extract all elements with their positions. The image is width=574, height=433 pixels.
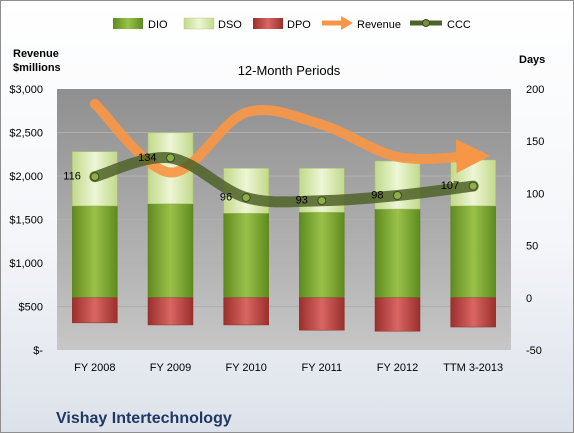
category-label: FY 2009 [150, 362, 191, 374]
left-tick-label: $3,000 [9, 84, 43, 96]
ccc-data-label: 96 [220, 192, 232, 204]
left-axis-ticks: $- $500 $1,000 $1,500 $2,000 $2,500 $3,000 [9, 84, 43, 357]
ccc-data-label: 107 [441, 180, 459, 192]
left-tick-label: $1,500 [9, 215, 43, 227]
category-label: FY 2010 [225, 362, 266, 374]
category-label: FY 2012 [377, 362, 418, 374]
company-name: Vishay Intertechnology [56, 410, 232, 427]
left-tick-label: $500 [19, 302, 43, 314]
gridlines [57, 132, 511, 307]
left-tick-label: $2,500 [9, 128, 43, 140]
legend: DIO DSO DPO Revenue CCC [113, 16, 471, 31]
bar-dio [223, 212, 269, 299]
legend-item-dio: DIO [113, 18, 168, 31]
legend-item-dso: DSO [183, 17, 242, 31]
right-axis-title: Days [519, 54, 545, 66]
legend-marker-ccc [422, 19, 430, 27]
category-label: FY 2008 [74, 362, 115, 374]
ccc-line [89, 152, 479, 208]
chart-title: 12-Month Periods [238, 63, 341, 78]
legend-label-dso: DSO [218, 19, 242, 31]
right-tick-label: 150 [526, 136, 544, 148]
ccc-point [393, 190, 402, 200]
right-tick-label: 50 [526, 241, 538, 253]
left-axis-title-line1: Revenue [13, 48, 59, 60]
legend-item-dpo: DPO [253, 18, 311, 31]
bar-dpo [374, 297, 421, 332]
bar-dio [147, 203, 194, 299]
legend-label-dio: DIO [148, 19, 168, 31]
legend-swatch-dso [183, 17, 215, 30]
category-label: TTM 3-2013 [443, 362, 503, 374]
revenue-series [89, 98, 491, 178]
bar-dpo [223, 297, 269, 326]
ccc-data-label: 93 [296, 195, 308, 207]
ccc-data-label: 134 [138, 152, 156, 164]
right-tick-label: 200 [526, 84, 544, 96]
right-tick-label: 100 [526, 188, 544, 200]
legend-label-ccc: CCC [447, 19, 471, 31]
ccc-point [468, 181, 478, 191]
legend-item-ccc: CCC [410, 19, 471, 31]
bar-dpo [72, 297, 118, 324]
category-axis-labels: FY 2008 FY 2009 FY 2010 FY 2011 FY 2012 TTM 3… [74, 362, 503, 374]
ccc-data-label: 98 [371, 189, 383, 201]
legend-arrow-revenue [341, 16, 353, 30]
left-tick-label: $1,000 [9, 258, 43, 270]
legend-item-revenue: Revenue [322, 16, 401, 31]
bar-dio [374, 208, 421, 299]
legend-swatch-dpo [253, 18, 283, 29]
legend-label-revenue: Revenue [357, 19, 401, 31]
bar-dpo [299, 297, 345, 331]
right-tick-label: 0 [526, 293, 532, 305]
bar-dpo [147, 297, 194, 326]
left-tick-label: $- [33, 345, 43, 357]
bar-dio [450, 205, 496, 299]
revenue-line [89, 98, 491, 178]
ccc-point [317, 196, 327, 206]
legend-swatch-dio [113, 18, 143, 29]
bar-dpo [450, 297, 496, 328]
right-axis-ticks: -50 0 50 100 150 200 [526, 84, 544, 357]
right-tick-label: -50 [526, 345, 542, 357]
ccc-point [241, 193, 251, 203]
left-tick-label: $2,000 [9, 171, 43, 183]
category-label: FY 2011 [302, 362, 343, 374]
bar-dio [299, 211, 345, 299]
ccc-point [90, 172, 100, 182]
ccc-data-label: 116 [63, 171, 81, 183]
bar-dio [72, 205, 118, 299]
left-axis-title-line2: $millions [13, 62, 61, 74]
legend-label-dpo: DPO [287, 19, 311, 31]
ccc-series: 116 134 96 93 98 107 [63, 152, 479, 208]
ccc-point [166, 153, 175, 163]
